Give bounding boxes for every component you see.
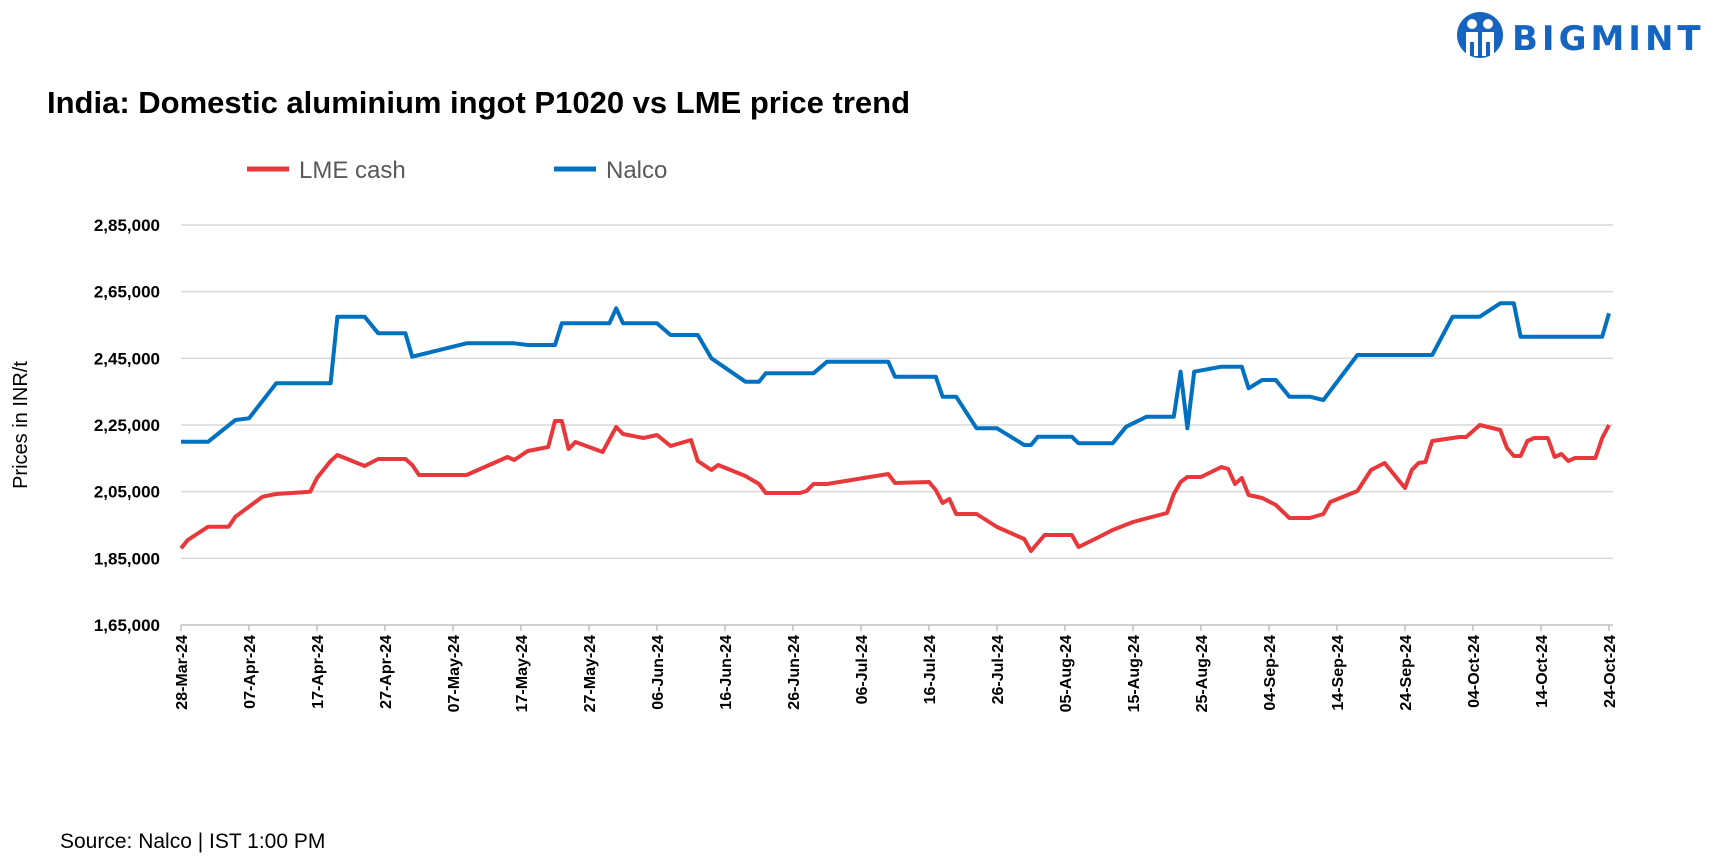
x-tick-label: 24-Sep-24 (1398, 635, 1415, 711)
x-tick-label: 16-Jun-24 (718, 635, 735, 710)
x-axis: 28-Mar-24 07-Apr-24 17-Apr-24 27-Apr-24 07-M… (174, 625, 1619, 712)
x-tick-label: 27-May-24 (582, 635, 599, 712)
series-line-nalco (181, 301, 1611, 447)
legend: LME cash Nalco (247, 157, 667, 184)
x-tick-label: 06-Jul-24 (854, 635, 871, 704)
x-tick-label: 06-Jun-24 (650, 635, 667, 710)
x-tick-label: 07-Apr-24 (242, 635, 259, 709)
source-note: Source: Nalco | IST 1:00 PM (60, 830, 325, 853)
series-lines (179, 301, 1611, 553)
x-tick-label: 04-Oct-24 (1466, 635, 1483, 708)
legend-label-nalco: Nalco (606, 157, 667, 184)
y-tick-label: 1,85,000 (94, 549, 160, 568)
x-tick-label: 05-Aug-24 (1058, 635, 1075, 712)
bigmint-logo: BIGMINT (1457, 12, 1705, 59)
series-line-lme-cash (179, 419, 1611, 553)
brand-name: BIGMINT (1512, 19, 1705, 59)
legend-label-lme: LME cash (299, 157, 406, 184)
y-tick-label: 2,85,000 (94, 216, 160, 235)
chart-title: India: Domestic aluminium ingot P1020 vs… (47, 85, 910, 120)
x-tick-label: 27-Apr-24 (378, 635, 395, 709)
x-tick-label: 26-Jun-24 (786, 635, 803, 710)
people-logo-icon (1457, 12, 1503, 58)
y-axis-title: Prices in INR/t (10, 361, 32, 489)
y-tick-label: 2,25,000 (94, 416, 160, 435)
x-tick-label: 26-Jul-24 (990, 635, 1007, 704)
x-tick-label: 14-Oct-24 (1534, 635, 1551, 708)
x-tick-label: 16-Jul-24 (922, 635, 939, 704)
y-axis-ticks: 1,65,000 1,85,000 2,05,000 2,25,000 2,45,000… (94, 216, 160, 635)
gridlines (181, 224, 1613, 626)
y-tick-label: 2,05,000 (94, 483, 160, 502)
x-tick-label: 17-Apr-24 (310, 635, 327, 709)
x-tick-label: 25-Aug-24 (1194, 635, 1211, 712)
x-tick-label: 07-May-24 (446, 635, 463, 712)
x-tick-label: 28-Mar-24 (174, 635, 191, 710)
x-tick-label: 14-Sep-24 (1330, 635, 1347, 711)
y-tick-label: 2,65,000 (94, 283, 160, 302)
x-tick-label: 15-Aug-24 (1126, 635, 1143, 712)
x-tick-label: 04-Sep-24 (1262, 635, 1279, 711)
y-tick-label: 2,45,000 (94, 349, 160, 368)
x-tick-label: 24-Oct-24 (1602, 635, 1619, 708)
x-tick-label: 17-May-24 (514, 635, 531, 712)
y-tick-label: 1,65,000 (94, 616, 160, 635)
